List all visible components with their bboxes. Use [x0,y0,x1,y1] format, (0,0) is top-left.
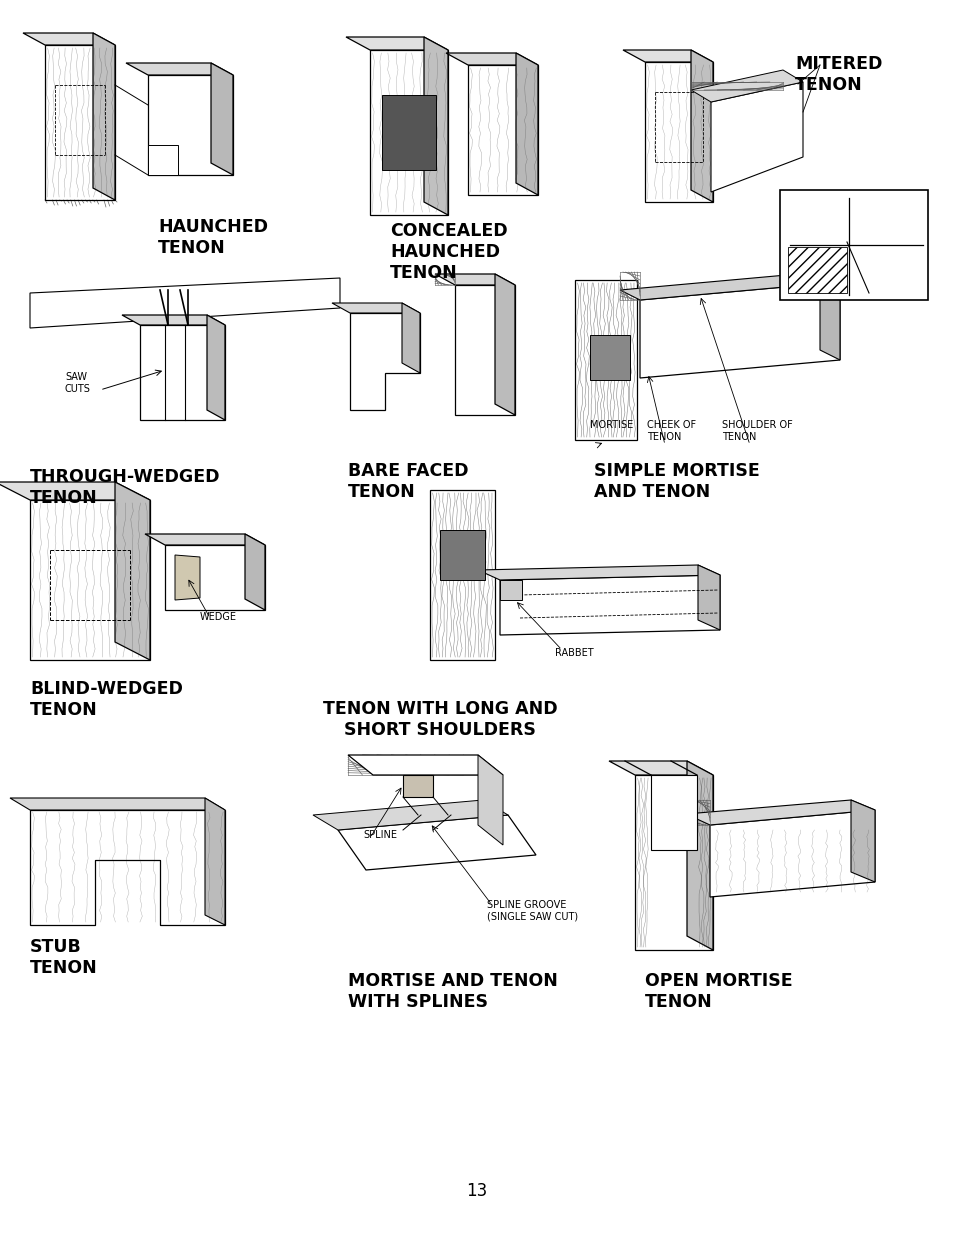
Polygon shape [207,315,225,420]
Text: OPEN MORTISE
TENON: OPEN MORTISE TENON [644,972,792,1010]
Polygon shape [245,534,265,610]
Polygon shape [10,798,225,810]
Polygon shape [30,810,225,925]
Polygon shape [589,335,629,380]
Polygon shape [787,247,846,293]
Polygon shape [650,776,697,850]
Polygon shape [686,761,712,950]
Text: BARE FACED
TENON: BARE FACED TENON [348,462,468,501]
Text: RABBET: RABBET [555,648,593,658]
Polygon shape [205,798,225,925]
Polygon shape [211,63,233,175]
Polygon shape [698,564,720,630]
Polygon shape [370,49,448,215]
Text: SPLINE: SPLINE [363,830,396,840]
Text: SHOULDER OF
TENON: SHOULDER OF TENON [721,420,792,442]
Polygon shape [439,530,484,580]
Polygon shape [140,325,225,420]
Polygon shape [174,555,200,600]
Polygon shape [313,800,507,830]
Polygon shape [45,44,115,200]
Polygon shape [710,82,802,191]
Polygon shape [126,63,233,75]
Polygon shape [619,272,840,300]
Polygon shape [608,761,712,776]
Polygon shape [446,53,537,65]
Text: THROUGH-WEDGED
TENON: THROUGH-WEDGED TENON [30,468,220,506]
Polygon shape [455,285,515,415]
Polygon shape [23,33,115,44]
Polygon shape [435,274,515,285]
Polygon shape [332,303,419,312]
Text: MORTISE AND TENON
WITH SPLINES: MORTISE AND TENON WITH SPLINES [348,972,558,1010]
Polygon shape [30,278,339,329]
Polygon shape [639,282,840,378]
Polygon shape [148,144,178,175]
Polygon shape [850,800,874,882]
Polygon shape [575,280,637,440]
Text: CONCEALED
HAUNCHED
TENON: CONCEALED HAUNCHED TENON [390,222,507,282]
Polygon shape [115,482,150,659]
Polygon shape [644,62,712,203]
Text: MITERED
TENON: MITERED TENON [794,56,882,94]
Polygon shape [0,482,150,500]
Text: TENON WITH LONG AND
SHORT SHOULDERS: TENON WITH LONG AND SHORT SHOULDERS [322,700,557,739]
Polygon shape [145,534,265,545]
Text: TENON
ENDS
MITERED: TENON ENDS MITERED [789,205,833,238]
Polygon shape [402,776,433,797]
Polygon shape [430,490,495,659]
Text: HAUNCHED
TENON: HAUNCHED TENON [158,219,268,257]
Polygon shape [165,545,265,610]
Polygon shape [690,49,712,203]
Polygon shape [685,800,874,825]
Polygon shape [350,312,419,410]
Text: CHEEK OF
TENON: CHEEK OF TENON [646,420,696,442]
Polygon shape [92,33,115,200]
Polygon shape [348,755,502,776]
Polygon shape [709,810,874,897]
Text: MORTISE: MORTISE [589,420,633,430]
Polygon shape [495,274,515,415]
Text: SAW
CUTS: SAW CUTS [65,372,91,394]
Polygon shape [381,95,436,170]
Polygon shape [622,49,712,62]
Polygon shape [346,37,448,49]
Polygon shape [122,315,225,325]
Polygon shape [690,70,802,103]
Polygon shape [477,755,502,845]
Polygon shape [477,564,720,580]
Text: BLIND-WEDGED
TENON: BLIND-WEDGED TENON [30,680,183,719]
Text: SPLINE GROOVE
(SINGLE SAW CUT): SPLINE GROOVE (SINGLE SAW CUT) [486,900,578,921]
Polygon shape [499,580,521,600]
Polygon shape [468,65,537,195]
Polygon shape [499,576,720,635]
Polygon shape [516,53,537,195]
Polygon shape [401,303,419,373]
Polygon shape [30,500,150,659]
Polygon shape [780,190,927,300]
Text: SIMPLE MORTISE
AND TENON: SIMPLE MORTISE AND TENON [594,462,759,501]
Text: 13: 13 [466,1182,487,1200]
Text: WEDGE: WEDGE [200,613,236,622]
Polygon shape [820,272,840,359]
Text: STUB
TENON: STUB TENON [30,939,97,977]
Polygon shape [148,75,233,175]
Polygon shape [337,815,536,869]
Polygon shape [423,37,448,215]
Polygon shape [635,776,712,950]
